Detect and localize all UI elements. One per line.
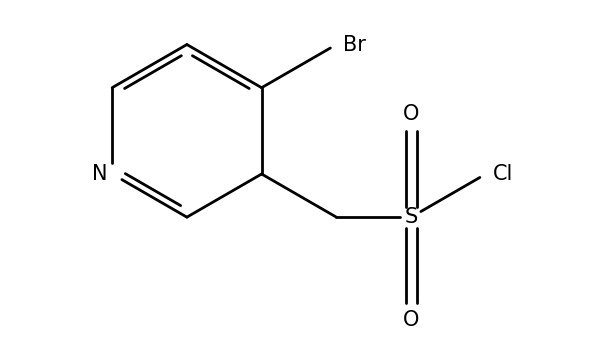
Text: Br: Br (343, 34, 366, 55)
Text: N: N (92, 164, 108, 184)
Text: S: S (404, 207, 418, 227)
Text: Cl: Cl (493, 164, 513, 184)
Text: O: O (403, 104, 419, 124)
Text: O: O (403, 310, 419, 330)
